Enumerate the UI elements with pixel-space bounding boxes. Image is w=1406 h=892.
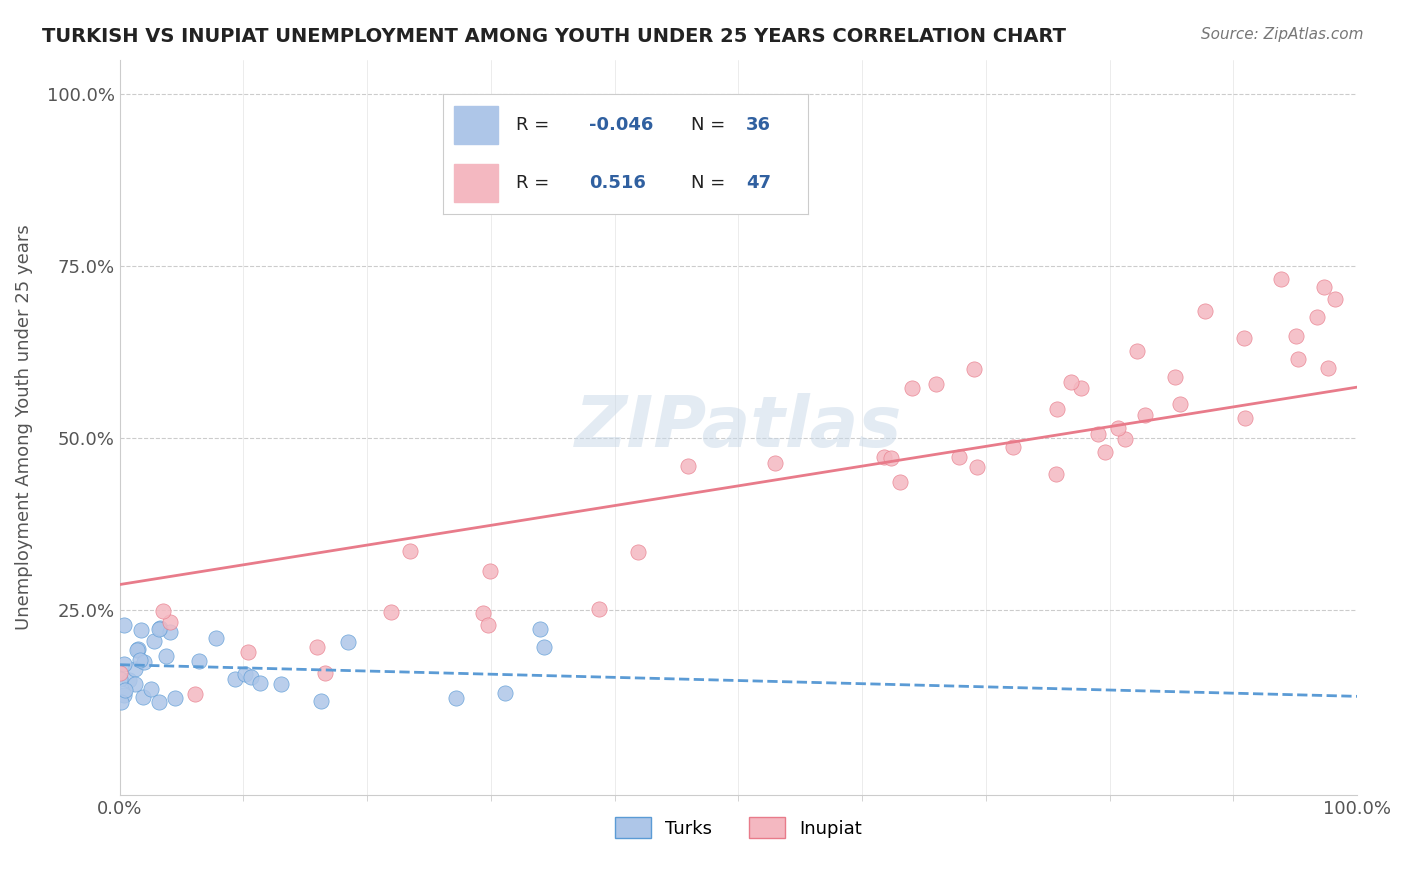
- Text: 0.516: 0.516: [589, 174, 645, 192]
- Point: [141, 681, 163, 696]
- Point: [1045, 467, 1067, 481]
- Point: [118, 673, 141, 687]
- Point: [1001, 440, 1024, 454]
- Point: [129, 653, 152, 667]
- Point: [124, 676, 146, 690]
- Point: [249, 676, 271, 690]
- Point: [1286, 351, 1309, 366]
- Point: [479, 564, 502, 578]
- Point: [676, 458, 699, 473]
- Point: [1133, 408, 1156, 422]
- Point: [1070, 381, 1092, 395]
- Point: [477, 618, 499, 632]
- Text: N =: N =: [692, 174, 731, 192]
- Point: [1285, 329, 1308, 343]
- Point: [380, 605, 402, 619]
- Point: [901, 381, 924, 395]
- Point: [155, 648, 177, 663]
- Point: [224, 673, 246, 687]
- Point: [305, 640, 328, 654]
- Point: [1233, 410, 1256, 425]
- Point: [152, 605, 174, 619]
- Point: [1168, 397, 1191, 411]
- Point: [1313, 280, 1336, 294]
- Text: ZIPatlas: ZIPatlas: [575, 393, 903, 462]
- Point: [129, 623, 152, 637]
- Point: [1087, 427, 1109, 442]
- Point: [112, 617, 135, 632]
- Text: TURKISH VS INUPIAT UNEMPLOYMENT AMONG YOUTH UNDER 25 YEARS CORRELATION CHART: TURKISH VS INUPIAT UNEMPLOYMENT AMONG YO…: [42, 27, 1066, 45]
- Text: Source: ZipAtlas.com: Source: ZipAtlas.com: [1201, 27, 1364, 42]
- Point: [494, 686, 516, 700]
- Point: [184, 687, 207, 701]
- Point: [127, 643, 149, 657]
- Point: [240, 670, 263, 684]
- Point: [114, 682, 136, 697]
- Point: [1060, 375, 1083, 389]
- Point: [163, 691, 186, 706]
- Point: [148, 695, 170, 709]
- Point: [1317, 360, 1340, 375]
- Point: [311, 694, 333, 708]
- Point: [1306, 310, 1329, 324]
- Text: -0.046: -0.046: [589, 116, 654, 134]
- Text: 36: 36: [747, 116, 772, 134]
- Point: [205, 631, 228, 645]
- Point: [127, 641, 149, 656]
- Bar: [454, 106, 498, 145]
- Point: [159, 615, 181, 629]
- Point: [880, 450, 903, 465]
- Point: [948, 450, 970, 464]
- Point: [1163, 370, 1185, 384]
- Point: [1046, 402, 1069, 417]
- Point: [124, 662, 146, 676]
- Point: [132, 655, 155, 669]
- Point: [112, 657, 135, 671]
- Point: [132, 690, 155, 704]
- Text: 47: 47: [747, 174, 772, 192]
- Point: [627, 545, 650, 559]
- Legend: Turks, Inupiat: Turks, Inupiat: [607, 810, 869, 846]
- Point: [529, 622, 551, 636]
- Point: [444, 690, 467, 705]
- Point: [966, 459, 988, 474]
- Point: [763, 456, 786, 470]
- Point: [1324, 292, 1347, 306]
- Text: R =: R =: [516, 116, 555, 134]
- Point: [399, 544, 422, 558]
- Bar: [454, 163, 498, 202]
- Point: [270, 677, 292, 691]
- Y-axis label: Unemployment Among Youth under 25 years: Unemployment Among Youth under 25 years: [15, 225, 32, 631]
- Point: [1126, 343, 1149, 358]
- Point: [924, 376, 946, 391]
- Point: [314, 666, 336, 681]
- Text: R =: R =: [516, 174, 555, 192]
- Point: [142, 634, 165, 648]
- Point: [159, 624, 181, 639]
- Point: [110, 695, 132, 709]
- Point: [1194, 304, 1216, 318]
- Point: [112, 688, 135, 702]
- Point: [188, 654, 211, 668]
- Point: [533, 640, 555, 654]
- Point: [108, 665, 131, 680]
- Point: [1107, 420, 1129, 434]
- Point: [963, 361, 986, 376]
- Point: [148, 622, 170, 636]
- Point: [889, 475, 911, 489]
- Point: [873, 450, 896, 464]
- Point: [336, 634, 359, 648]
- Point: [588, 602, 610, 616]
- Point: [236, 645, 259, 659]
- Point: [148, 621, 170, 635]
- Point: [1114, 432, 1136, 446]
- Point: [1233, 331, 1256, 345]
- Point: [471, 606, 494, 620]
- Text: N =: N =: [692, 116, 731, 134]
- Point: [1270, 271, 1292, 285]
- Point: [1094, 445, 1116, 459]
- Point: [233, 667, 256, 681]
- Point: [110, 672, 132, 686]
